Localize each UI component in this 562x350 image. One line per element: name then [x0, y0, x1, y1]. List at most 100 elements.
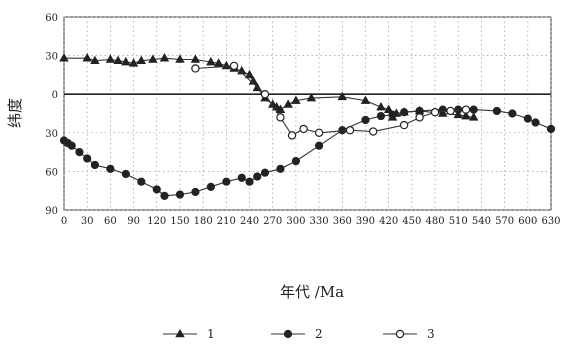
series-2-point	[206, 182, 215, 191]
x-tick-label: 240	[240, 216, 259, 227]
series-1-point	[136, 55, 147, 65]
x-tick-label: 420	[379, 216, 398, 227]
legend-item-3: 3	[383, 327, 435, 341]
legend-label: 3	[427, 327, 435, 341]
series-3-point	[415, 113, 424, 122]
tick-labels: 0 30 60 90 120 150 180 210 240 270 300 330 360 390 420…	[45, 13, 560, 227]
series-1-point	[283, 99, 293, 108]
series-2-point	[388, 110, 397, 119]
series-3-point	[229, 61, 239, 71]
series-2-point	[160, 191, 169, 200]
y-tick-label: 90	[45, 206, 58, 217]
series-3-point	[191, 64, 200, 73]
legend-item-1: 1	[163, 327, 215, 341]
series-3-point	[446, 106, 455, 116]
legend-item-2: 2	[271, 327, 323, 341]
series-2-point	[137, 177, 146, 186]
legend-marker	[283, 329, 293, 339]
series-3-point	[399, 120, 409, 130]
x-tick-label: 150	[170, 216, 189, 227]
x-tick-label: 90	[127, 216, 140, 227]
x-tick-label: 60	[104, 216, 117, 227]
series-2-point	[531, 118, 540, 127]
series-2-point	[152, 185, 161, 194]
series-1-point	[128, 58, 139, 67]
legend-label: 2	[315, 327, 323, 341]
x-tick-label: 540	[472, 216, 491, 227]
series-1-point	[376, 101, 386, 111]
series-2-point	[121, 169, 130, 179]
x-tick-label: 30	[81, 216, 94, 227]
series-1-point	[383, 104, 394, 113]
x-axis-label: 年代 /Ma	[280, 283, 344, 301]
series-2-point	[106, 164, 115, 173]
series-2-point	[260, 168, 270, 177]
y-tick-label: 30	[45, 52, 58, 63]
series-3-point	[260, 89, 270, 99]
x-tick-label: 0	[61, 216, 67, 227]
x-tick-label: 390	[356, 216, 375, 227]
series-1-point	[213, 58, 224, 67]
series-1-point	[453, 109, 463, 119]
series-2-point	[253, 172, 262, 181]
series-2-point	[191, 187, 200, 197]
series-2-point	[314, 141, 324, 150]
series-2-point	[237, 173, 246, 182]
series-3-point	[369, 127, 378, 136]
x-tick-label: 120	[147, 216, 166, 227]
series-2-point	[546, 124, 556, 134]
series-2-point	[361, 115, 370, 125]
series-1-point	[175, 54, 185, 63]
series-2-point	[90, 160, 100, 170]
x-tick-label: 210	[217, 216, 236, 227]
series-1-point	[90, 55, 100, 65]
series-2-point	[83, 154, 92, 163]
legend-marker	[175, 328, 185, 338]
plot-frame	[63, 16, 552, 211]
legend: 1 2 3	[163, 327, 435, 341]
series-1-point	[306, 92, 317, 102]
y-axis-label: 纬度	[6, 98, 24, 128]
series-2-point	[67, 141, 76, 150]
y-tick-label: 60	[45, 13, 58, 24]
series-2-point	[245, 177, 254, 186]
series-1-point	[206, 56, 216, 66]
x-tick-label: 510	[449, 216, 468, 227]
series-1-point	[159, 53, 170, 62]
series-1-point	[105, 54, 116, 63]
series-1-point	[461, 110, 471, 120]
series-3-point	[276, 113, 285, 122]
series-1-point	[291, 95, 301, 104]
series-2-point	[75, 148, 84, 157]
x-tick-label: 360	[333, 216, 352, 227]
x-tick-label: 180	[194, 216, 213, 227]
series-2-point	[492, 106, 501, 116]
x-tick-label: 300	[286, 216, 305, 227]
series-3-point	[299, 124, 308, 134]
series-1-point	[468, 112, 479, 121]
series-2-point	[222, 177, 231, 186]
y-tick-label: 60	[45, 167, 58, 178]
series-1-point	[244, 69, 255, 79]
series-3	[191, 61, 471, 140]
x-tick-label: 450	[402, 216, 421, 227]
series-2-point	[175, 190, 185, 199]
series-1-point	[337, 91, 347, 101]
series-layer	[59, 53, 556, 200]
series-3-point	[314, 128, 324, 137]
x-tick-label: 600	[518, 216, 537, 227]
series-1-point	[82, 53, 92, 62]
series-2-point	[523, 114, 532, 123]
y-tick-label: 30	[45, 129, 58, 140]
series-1-point	[275, 104, 286, 113]
series-1-point	[121, 56, 131, 66]
series-2-point	[276, 164, 285, 173]
y-tick-label: 0	[52, 90, 58, 101]
x-tick-label: 630	[541, 216, 560, 227]
x-tick-label: 330	[310, 216, 329, 227]
x-tick-label: 480	[426, 216, 445, 227]
series-1-point	[113, 55, 123, 65]
series-2-point	[508, 109, 517, 118]
series-3-point	[461, 105, 471, 114]
